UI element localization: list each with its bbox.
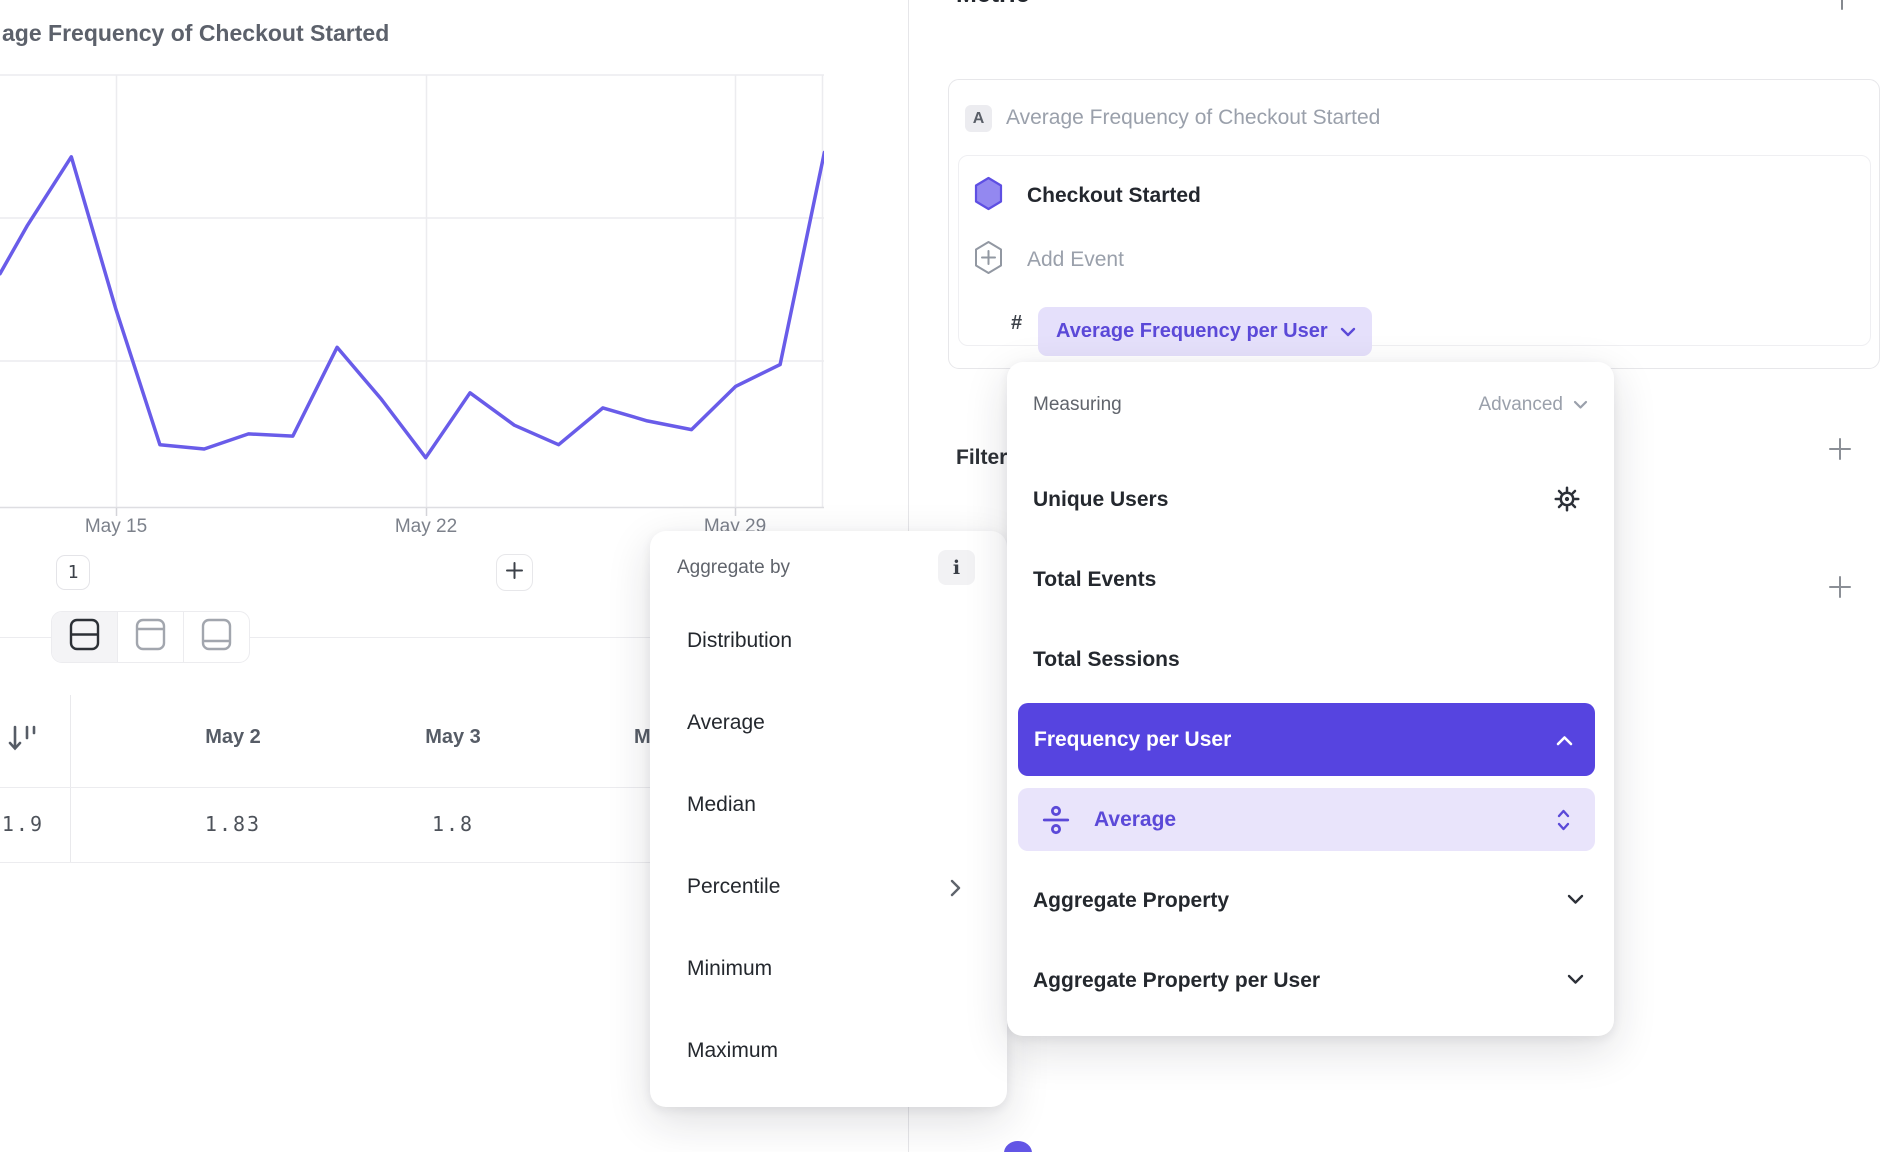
measuring-label: Measuring: [1033, 394, 1122, 415]
info-icon[interactable]: i: [938, 550, 975, 585]
add-metric-icon[interactable]: [1829, 0, 1855, 17]
chart-gridlines: [0, 74, 824, 507]
add-event-hexagon-plus-icon: [974, 240, 1003, 280]
menu-item-total-sessions[interactable]: Total Sessions: [1033, 648, 1180, 671]
table-row-border: [0, 862, 908, 863]
metric-card: A Average Frequency of Checkout Started …: [948, 79, 1880, 369]
aggregate-by-menu: Aggregate by i Distribution Average Medi…: [650, 531, 1007, 1107]
chevron-right-icon: [950, 879, 961, 902]
menu-item-average[interactable]: Average: [687, 711, 765, 734]
x-tick-label: May 22: [394, 516, 458, 537]
metric-badge: A: [965, 105, 992, 132]
chart-count-chip[interactable]: 1: [56, 555, 90, 590]
header-top-icon: [135, 618, 166, 656]
panel-heading-clipped: Metric: [956, 0, 1030, 9]
add-event-label: Add Event: [1027, 248, 1124, 271]
menu-item-maximum[interactable]: Maximum: [687, 1039, 779, 1062]
table-value: 1.83: [204, 812, 262, 836]
event-row[interactable]: Checkout Started: [974, 176, 1201, 216]
advanced-dropdown[interactable]: Advanced: [1478, 394, 1588, 416]
sub-item-label: Average: [1094, 807, 1177, 831]
menu-item-distribution[interactable]: Distribution: [687, 629, 793, 652]
gear-icon[interactable]: [1552, 484, 1582, 519]
frequency-line: [0, 150, 824, 460]
layout-split-rows-button[interactable]: [52, 612, 117, 662]
plus-icon: [505, 561, 524, 585]
measure-chip-label: Average Frequency per User: [1056, 320, 1328, 342]
add-chart-button[interactable]: [496, 554, 533, 591]
frequency-line-chart: [0, 74, 824, 516]
menu-item-unique-users[interactable]: Unique Users: [1033, 488, 1169, 511]
split-rows-icon: [69, 618, 100, 656]
events-card: Checkout Started Add Event: [958, 155, 1871, 346]
table-header-cell[interactable]: M: [634, 726, 651, 748]
table-header-cell[interactable]: May 3: [425, 726, 481, 748]
measuring-menu: Measuring Advanced Unique Users Total Ev…: [1007, 362, 1614, 1036]
measure-type-hash: #: [1011, 312, 1023, 334]
layout-footer-bottom-button[interactable]: [183, 612, 249, 662]
section-divider: [0, 637, 908, 638]
aggregate-by-label: Aggregate by: [677, 557, 791, 578]
sort-descending-icon[interactable]: [6, 720, 40, 761]
chevron-down-icon: [1567, 972, 1584, 990]
table-value-clipped: 1.9: [1, 812, 44, 836]
layout-header-top-button[interactable]: [117, 612, 183, 662]
metric-name-input[interactable]: Average Frequency of Checkout Started: [1006, 106, 1381, 129]
table-column-divider: [70, 695, 71, 862]
chevron-up-down-icon: [1556, 808, 1571, 832]
chevron-down-icon: [1573, 400, 1588, 409]
layout-toggle-group: [51, 611, 250, 663]
menu-item-frequency-per-user-selected[interactable]: Frequency per User: [1018, 703, 1595, 776]
table-header-border: [0, 787, 908, 788]
table-value: 1.8: [431, 812, 475, 836]
menu-item-median[interactable]: Median: [687, 793, 756, 816]
chevron-down-icon: [1567, 892, 1584, 910]
chevron-down-icon: [1340, 327, 1355, 336]
average-divide-icon: [1040, 804, 1072, 836]
selected-item-label: Frequency per User: [1034, 727, 1232, 751]
add-event-row[interactable]: Add Event: [974, 240, 1124, 280]
menu-item-aggregate-property-per-user[interactable]: Aggregate Property per User: [1033, 969, 1321, 992]
chevron-up-icon: [1556, 728, 1573, 752]
table-header-cell[interactable]: May 2: [205, 726, 261, 748]
filters-section-label: Filters: [956, 446, 1020, 469]
menu-item-minimum[interactable]: Minimum: [687, 957, 773, 980]
menu-item-aggregate-property[interactable]: Aggregate Property: [1033, 889, 1230, 912]
event-name: Checkout Started: [1027, 184, 1201, 207]
sub-item-average-selected[interactable]: Average: [1018, 788, 1595, 851]
advanced-label: Advanced: [1478, 394, 1563, 415]
menu-item-total-events[interactable]: Total Events: [1033, 568, 1157, 591]
chart-title: age Frequency of Checkout Started: [2, 20, 390, 46]
measure-dropdown-chip[interactable]: Average Frequency per User: [1038, 307, 1372, 356]
x-tick-label: May 15: [84, 516, 148, 537]
footer-bottom-icon: [201, 618, 232, 656]
menu-item-percentile[interactable]: Percentile: [687, 875, 781, 898]
add-item-icon[interactable]: [1827, 574, 1853, 600]
x-axis-ticks: [115, 508, 737, 516]
add-filter-icon[interactable]: [1827, 436, 1853, 462]
event-hexagon-icon: [974, 176, 1003, 216]
partial-button-bottom-edge[interactable]: [1004, 1141, 1032, 1152]
